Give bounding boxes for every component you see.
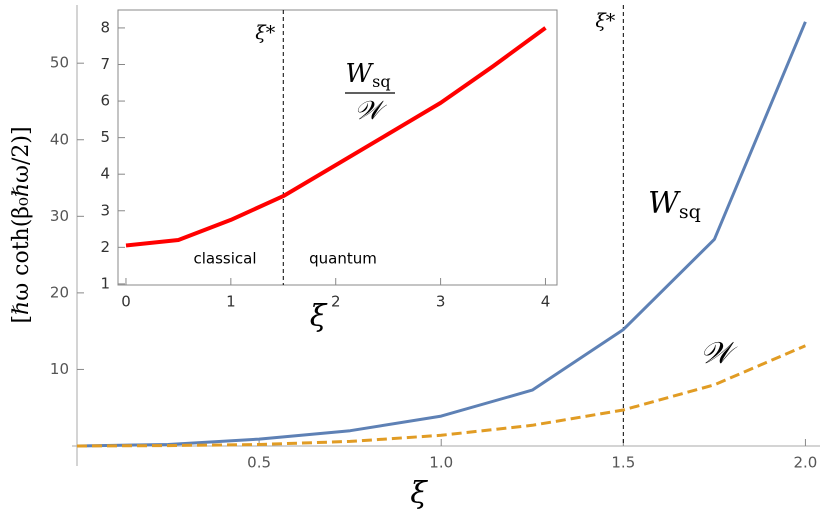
series-line [76, 344, 806, 448]
inset-frame [117, 9, 558, 286]
threshold-label: ξ* [255, 22, 275, 44]
y-tick-label: 6 [100, 92, 110, 110]
x-tick-label: 2 [331, 293, 341, 311]
x-tick-label: 3 [436, 293, 446, 311]
x-tick-label: 1.5 [611, 454, 635, 472]
x-axis-label: ξ [410, 476, 428, 511]
y-tick-label: 40 [50, 130, 69, 148]
series-line [76, 21, 807, 448]
series-line [125, 26, 547, 248]
y-tick-label: 10 [50, 360, 69, 378]
y-tick-label: 8 [100, 18, 110, 36]
y-tick-label: 50 [50, 54, 69, 72]
region-label: classical [193, 250, 256, 268]
threshold-label: ξ* [595, 10, 615, 32]
x-tick-label: 0 [121, 293, 131, 311]
fraction-numerator: Wsq [345, 59, 390, 91]
y-tick-label: 20 [50, 283, 69, 301]
series-name: W [648, 186, 681, 221]
x-tick-label: 1.0 [429, 454, 453, 472]
y-tick-label: 1 [100, 274, 110, 292]
series-name: 𝒲 [700, 336, 738, 371]
x-tick-label: 4 [541, 293, 551, 311]
series-subscript: sq [679, 201, 701, 223]
x-tick-label: 0.5 [247, 454, 271, 472]
fraction-name: W [345, 59, 374, 89]
y-axis-label: [ℏω coth(β₀ℏω/2)] [9, 126, 34, 323]
x-axis-label: ξ [310, 299, 328, 334]
y-tick-label: 2 [100, 238, 110, 256]
y-tick-label: 7 [100, 55, 110, 73]
x-tick-label: 1 [226, 293, 236, 311]
y-tick-label: 3 [100, 201, 110, 219]
y-tick-label: 5 [100, 128, 110, 146]
y-tick-label: 4 [100, 165, 110, 183]
series-label: 𝒲 [700, 336, 738, 371]
region-label: quantum [309, 250, 377, 268]
fraction-subscript: sq [372, 72, 390, 91]
y-tick-label: 30 [50, 207, 69, 225]
series-label: Wsq [648, 186, 701, 223]
x-tick-label: 2.0 [794, 454, 818, 472]
